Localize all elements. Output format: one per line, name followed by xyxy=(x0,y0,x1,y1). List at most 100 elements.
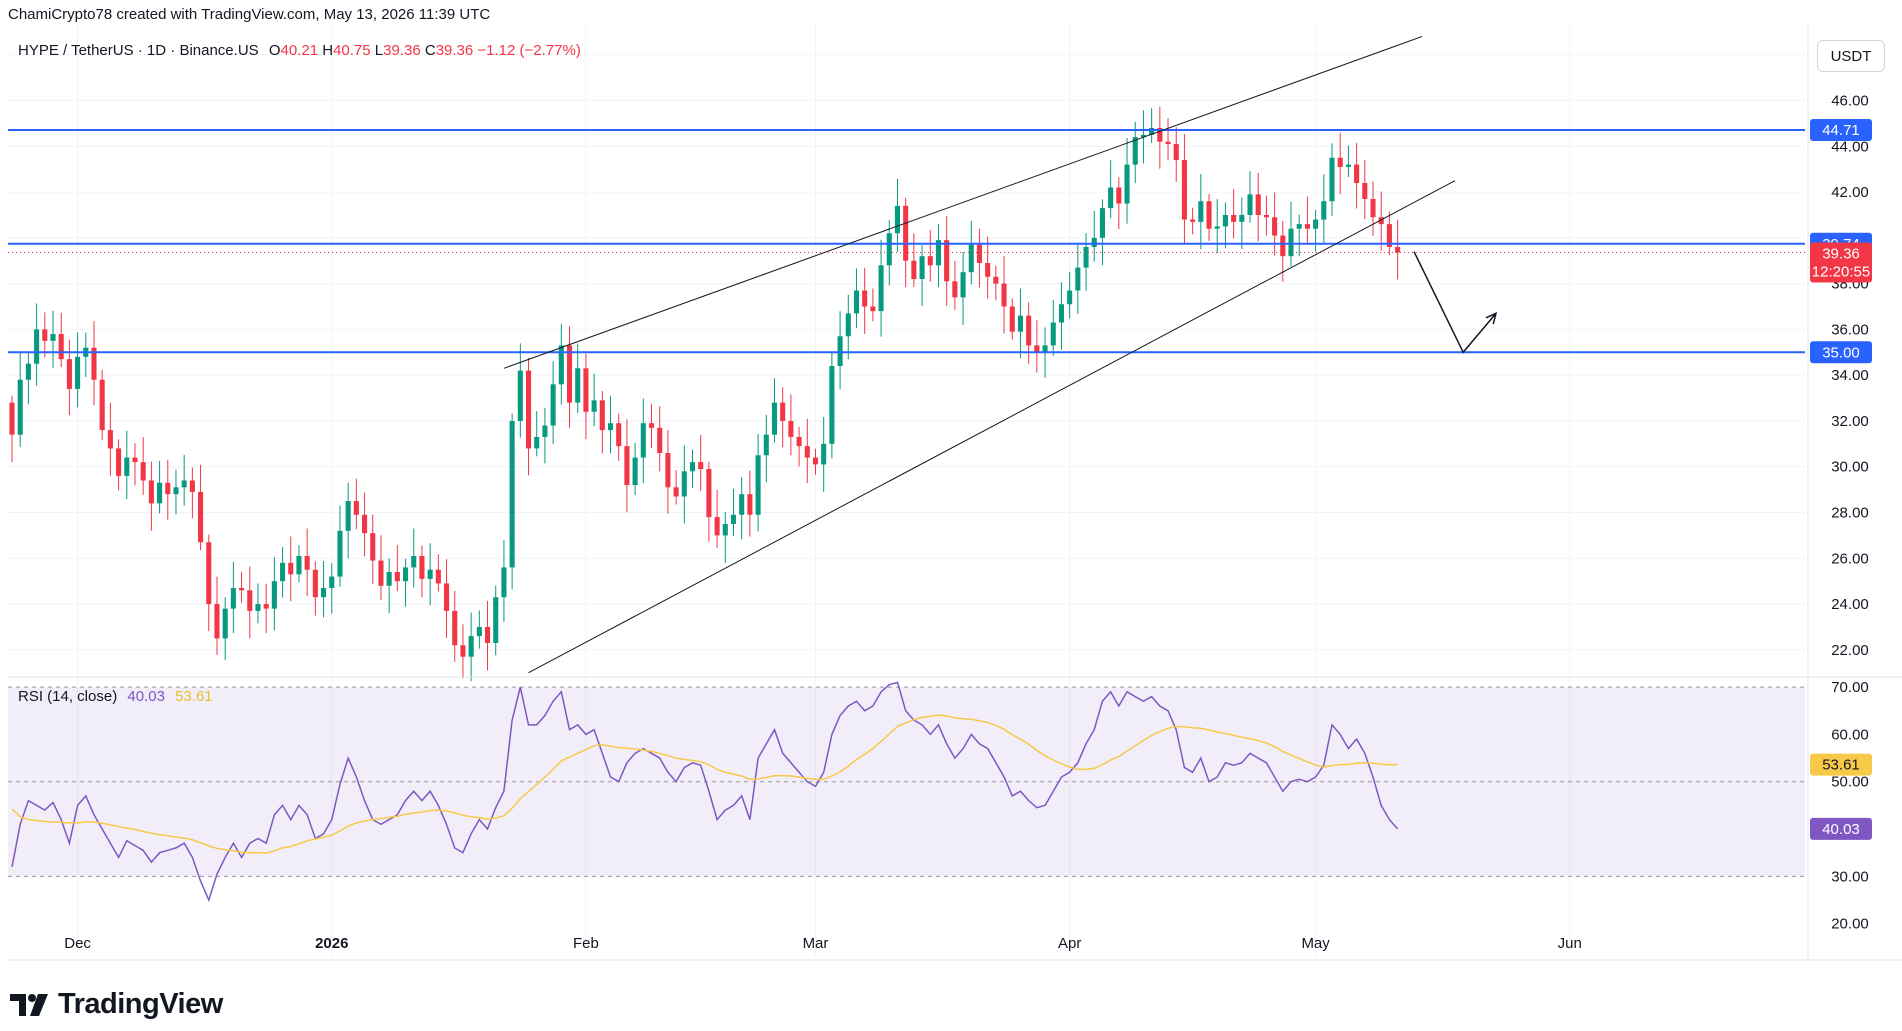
candle-body xyxy=(550,384,556,426)
candle-body xyxy=(935,240,942,266)
candle xyxy=(1321,174,1327,243)
last-price-tag-text: 12:20:55 xyxy=(1812,264,1870,281)
currency-button[interactable]: USDT xyxy=(1817,40,1885,72)
candle-body xyxy=(419,555,425,579)
candle-body xyxy=(976,244,983,264)
candle-body xyxy=(673,487,679,497)
candle xyxy=(1124,138,1130,224)
candle xyxy=(353,478,359,530)
time-tick-label: Jun xyxy=(1558,935,1582,952)
candle xyxy=(1083,233,1089,291)
candle xyxy=(1017,288,1023,359)
candle-body xyxy=(1149,127,1155,135)
candle-body xyxy=(886,233,892,266)
candle xyxy=(591,373,597,427)
candle xyxy=(534,411,540,457)
candle-body xyxy=(1034,345,1040,353)
candle-body xyxy=(99,379,105,431)
candle xyxy=(763,414,769,483)
rsi-line xyxy=(11,681,1399,903)
candle xyxy=(960,251,966,325)
candle xyxy=(903,197,909,288)
candle xyxy=(870,288,876,322)
candle-body xyxy=(1116,187,1122,204)
candle xyxy=(411,528,417,588)
candle xyxy=(583,353,589,440)
candle xyxy=(517,343,523,438)
level-price-tag: 35.00 xyxy=(1810,341,1872,364)
level-price-tag-bg xyxy=(1810,119,1872,142)
candle xyxy=(1132,121,1138,184)
candle-body xyxy=(952,281,958,298)
candle-body xyxy=(1075,267,1081,291)
rsi-ma-tag-bg xyxy=(1810,753,1872,776)
candle xyxy=(739,477,745,540)
candle xyxy=(525,357,532,476)
candle-body xyxy=(1124,164,1130,204)
candle-body xyxy=(1263,214,1269,218)
candle-body xyxy=(821,443,827,465)
candle-body xyxy=(1321,201,1327,220)
candle xyxy=(657,406,663,472)
price-tick-label: 34.00 xyxy=(1831,367,1869,384)
candle-body xyxy=(714,517,720,536)
close-label: C xyxy=(424,42,436,59)
candle-body xyxy=(755,455,761,515)
candle-body xyxy=(1165,141,1171,145)
candle xyxy=(829,352,835,459)
candle-body xyxy=(1231,214,1237,222)
time-tick-label: Mar xyxy=(803,935,829,952)
candle-body xyxy=(829,366,835,444)
candle-body xyxy=(1099,208,1105,238)
candle-body xyxy=(58,333,64,360)
candle-body xyxy=(542,425,548,437)
candle xyxy=(484,600,491,671)
rsi-pane xyxy=(8,681,1805,903)
candle xyxy=(1173,127,1179,182)
candle-body xyxy=(1386,224,1392,248)
candle xyxy=(1272,192,1278,256)
candle-body xyxy=(296,555,302,575)
candle-body xyxy=(321,588,327,598)
candle-body xyxy=(370,533,376,561)
candle-body xyxy=(75,356,81,389)
candle-body xyxy=(476,626,482,637)
candle xyxy=(689,449,696,488)
candle xyxy=(1108,160,1114,219)
candle-body xyxy=(1304,224,1310,229)
candle xyxy=(9,395,15,463)
low-value: 39.36 xyxy=(383,42,421,59)
candle-body xyxy=(894,205,901,234)
rsi-title[interactable]: RSI (14, close) xyxy=(18,688,118,705)
candle-body xyxy=(878,265,884,312)
candle-body xyxy=(116,448,122,476)
candle-body xyxy=(1091,237,1097,248)
trendlines xyxy=(503,35,1498,674)
symbol-name[interactable]: HYPE / TetherUS · 1D · Binance.US xyxy=(18,42,259,59)
candle xyxy=(230,561,236,634)
candle-body xyxy=(853,290,860,314)
candle-body xyxy=(165,482,171,495)
candle-body xyxy=(1337,157,1343,167)
candle xyxy=(403,558,409,607)
candle xyxy=(755,434,761,532)
candle-body xyxy=(337,530,343,577)
candle-body xyxy=(1026,315,1032,346)
candle xyxy=(1050,299,1056,356)
tradingview-logo[interactable]: TradingView xyxy=(10,988,223,1021)
candle xyxy=(271,557,277,631)
candle-body xyxy=(394,572,400,582)
candle-body xyxy=(509,420,515,568)
price-tick-label: 26.00 xyxy=(1831,550,1869,567)
candle-body xyxy=(1378,217,1384,225)
high-value: 40.75 xyxy=(333,42,371,59)
candle-body xyxy=(960,272,966,298)
candle xyxy=(985,236,991,299)
candle xyxy=(837,311,843,390)
rsi-tick-label: 20.00 xyxy=(1831,916,1869,933)
level-price-tag: 44.71 xyxy=(1810,119,1872,142)
time-tick-label: May xyxy=(1301,935,1330,952)
candle xyxy=(386,558,392,614)
